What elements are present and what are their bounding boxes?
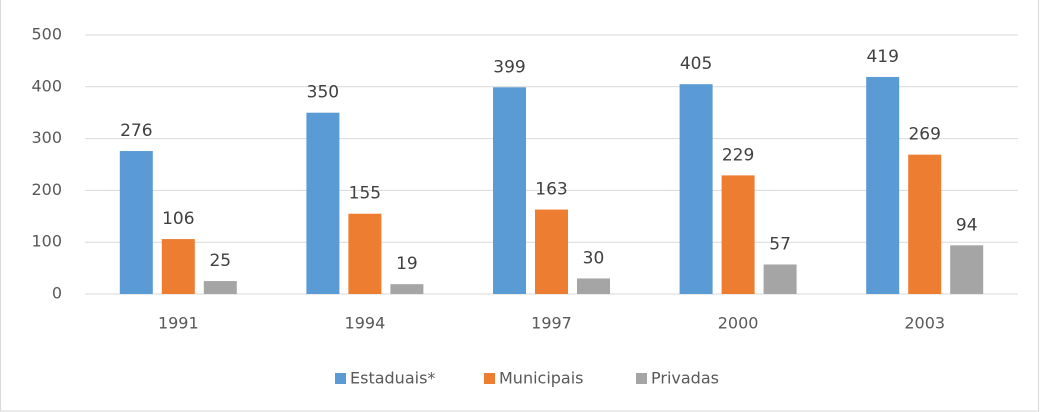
bar	[679, 84, 713, 295]
value-label: 19	[396, 254, 418, 274]
y-tick-label: 500	[31, 25, 62, 44]
value-label: 106	[162, 209, 194, 229]
value-label: 399	[493, 57, 525, 77]
legend-swatch	[636, 373, 647, 384]
value-label: 163	[535, 180, 567, 200]
value-label: 419	[866, 47, 898, 67]
x-tick-label: 1994	[345, 314, 386, 333]
bar	[161, 239, 195, 294]
legend-label: Municipais	[499, 369, 584, 388]
x-tick-label: 2000	[718, 314, 759, 333]
value-label: 405	[680, 54, 712, 74]
value-label: 269	[908, 125, 940, 145]
bar	[390, 284, 424, 294]
legend-swatch	[484, 373, 495, 384]
value-label: 25	[209, 251, 231, 271]
bar	[950, 245, 984, 294]
legend-label: Privadas	[651, 369, 719, 388]
x-tick-label: 2003	[904, 314, 945, 333]
value-label: 94	[956, 215, 978, 235]
value-label: 155	[349, 184, 381, 204]
bar	[306, 112, 340, 294]
y-tick-label: 0	[52, 284, 62, 303]
bar	[763, 264, 797, 294]
x-tick-label: 1997	[531, 314, 572, 333]
y-tick-label: 400	[31, 76, 62, 95]
value-label: 276	[120, 121, 152, 141]
bar	[721, 175, 755, 294]
y-tick-label: 200	[31, 180, 62, 199]
bar	[348, 213, 382, 294]
bar	[493, 87, 526, 295]
bar	[908, 154, 942, 294]
bar	[119, 151, 153, 294]
bar	[203, 281, 237, 294]
bar	[535, 209, 568, 294]
legend-label: Estaduais*	[350, 369, 435, 388]
value-label: 57	[769, 234, 791, 254]
legend-swatch	[335, 373, 346, 384]
bar	[577, 278, 610, 294]
value-label: 30	[583, 248, 605, 268]
value-label: 350	[307, 83, 339, 103]
x-tick-label: 1991	[158, 314, 199, 333]
value-label: 229	[722, 145, 754, 165]
y-tick-label: 300	[31, 128, 62, 147]
bar	[866, 76, 900, 294]
y-tick-label: 100	[31, 232, 62, 251]
